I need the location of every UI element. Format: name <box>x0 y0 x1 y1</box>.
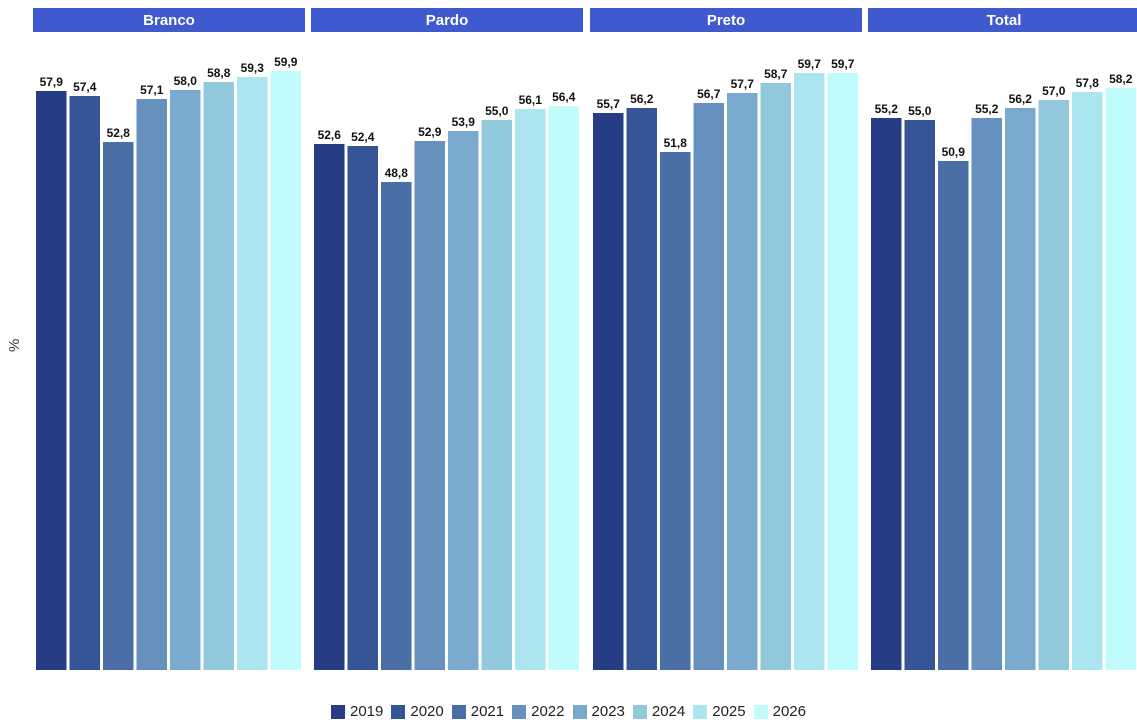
data-label: 57,4 <box>73 80 97 94</box>
legend-item: 2023 <box>572 703 625 720</box>
data-label: 52,9 <box>418 125 442 139</box>
legend-swatch <box>451 704 466 719</box>
panel-strip <box>311 8 583 32</box>
bar <box>347 146 378 670</box>
legend-swatch <box>632 704 647 719</box>
legend-swatch <box>753 704 768 719</box>
bar <box>170 90 201 670</box>
legend: 2019 2020 2021 2022 2023 2024 2025 2026 <box>0 703 1137 720</box>
data-label: 55,7 <box>597 97 621 111</box>
data-label: 56,2 <box>630 92 654 106</box>
data-label: 57,8 <box>1076 76 1100 90</box>
bar <box>1005 108 1036 670</box>
data-label: 52,4 <box>351 130 375 144</box>
data-label: 59,9 <box>274 55 298 69</box>
legend-label: 2020 <box>410 703 444 720</box>
data-label: 58,8 <box>207 66 231 80</box>
legend-swatch <box>693 704 708 719</box>
panel-strip <box>868 8 1137 32</box>
legend-item: 2020 <box>391 703 444 720</box>
legend-item: 2021 <box>451 703 505 720</box>
data-label: 50,9 <box>942 145 966 159</box>
bar <box>314 144 345 670</box>
data-label: 55,0 <box>485 104 509 118</box>
panel-title: Total <box>987 12 1022 29</box>
bar <box>1105 88 1136 670</box>
data-label: 58,2 <box>1109 72 1133 86</box>
data-label: 56,1 <box>519 93 543 107</box>
data-label: 55,2 <box>975 102 999 116</box>
panel-title: Branco <box>143 12 195 29</box>
data-label: 58,0 <box>174 74 198 88</box>
legend-label: 2023 <box>591 703 625 720</box>
panel-title: Pardo <box>426 12 469 29</box>
legend-item: 2019 <box>331 703 383 720</box>
legend-item: 2024 <box>632 703 686 720</box>
data-label: 58,7 <box>764 67 788 81</box>
bar <box>381 182 412 670</box>
bar <box>1072 92 1103 670</box>
data-label: 56,4 <box>552 90 576 104</box>
bar <box>760 83 791 670</box>
legend-label: 2022 <box>531 703 565 720</box>
data-label: 56,7 <box>697 87 721 101</box>
bar <box>827 73 858 670</box>
data-label: 52,6 <box>318 128 342 142</box>
bar <box>1038 100 1069 670</box>
panel-strip <box>33 8 305 32</box>
bar <box>103 142 134 670</box>
legend-item: 2025 <box>693 703 746 720</box>
bar <box>69 96 100 670</box>
bar <box>414 141 445 670</box>
legend-item: 2026 <box>753 703 806 720</box>
legend-swatch <box>512 704 527 719</box>
bar <box>971 118 1002 670</box>
bar <box>727 93 758 670</box>
data-label: 51,8 <box>664 136 688 150</box>
legend-label: 2025 <box>712 703 746 720</box>
bar <box>871 118 902 670</box>
bar <box>593 113 624 670</box>
legend-swatch <box>572 704 587 719</box>
legend-swatch <box>331 704 345 719</box>
bar <box>660 152 691 670</box>
y-axis-label: % <box>6 338 23 352</box>
data-label: 48,8 <box>385 166 409 180</box>
data-label: 59,7 <box>798 57 822 71</box>
bar <box>203 82 234 670</box>
bar <box>515 109 546 670</box>
data-label: 57,7 <box>731 77 755 91</box>
bar <box>693 103 724 670</box>
bar <box>626 108 657 670</box>
data-label: 59,3 <box>241 61 265 75</box>
data-label: 55,2 <box>875 102 899 116</box>
data-label: 57,1 <box>140 83 164 97</box>
bar <box>448 131 479 670</box>
data-label: 53,9 <box>452 115 476 129</box>
legend-label: 2026 <box>772 703 806 720</box>
faceted-bar-chart: Branco 57,9 57,4 52,8 57,1 58,0 58,8 59,3 59,9 Pa… <box>33 8 1137 670</box>
data-label: 57,0 <box>1042 84 1066 98</box>
data-label: 55,0 <box>908 104 932 118</box>
data-label: 59,7 <box>831 57 855 71</box>
legend-label: 2024 <box>651 703 686 720</box>
legend-label: 2019 <box>350 703 384 720</box>
legend-label: 2021 <box>470 703 505 720</box>
bar <box>938 161 969 670</box>
bar <box>904 120 935 670</box>
bar <box>481 120 512 670</box>
data-label: 57,9 <box>40 75 64 89</box>
legend-item: 2022 <box>512 703 565 720</box>
bar <box>270 71 301 670</box>
panel-strip <box>590 8 862 32</box>
legend-swatch <box>391 704 406 719</box>
bar <box>136 99 167 670</box>
bar <box>36 91 67 670</box>
panel-title: Preto <box>707 12 745 29</box>
bar <box>548 106 579 670</box>
data-label: 56,2 <box>1009 92 1033 106</box>
bar <box>237 77 268 670</box>
bar <box>794 73 825 670</box>
data-label: 52,8 <box>107 126 131 140</box>
